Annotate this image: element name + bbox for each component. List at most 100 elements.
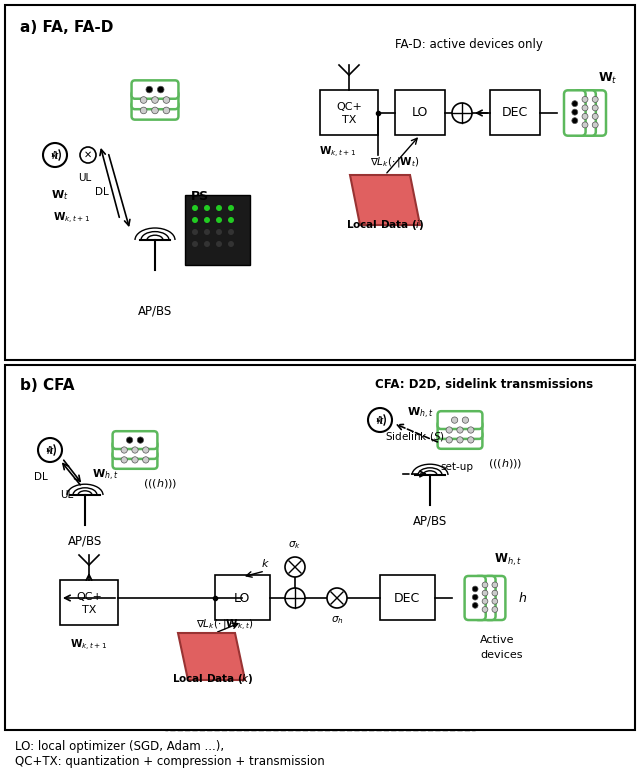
Bar (110, 180, 275, 320)
Text: UL: UL (78, 173, 92, 183)
Circle shape (592, 105, 598, 111)
Bar (60, 580, 118, 625)
Circle shape (472, 602, 478, 608)
FancyBboxPatch shape (564, 90, 586, 136)
Polygon shape (178, 633, 245, 680)
FancyBboxPatch shape (132, 91, 179, 109)
Text: $k$: $k$ (260, 557, 269, 569)
FancyBboxPatch shape (574, 90, 596, 136)
Circle shape (137, 437, 143, 443)
Circle shape (43, 143, 67, 167)
Bar (5, 5, 635, 360)
Circle shape (38, 438, 62, 462)
Text: $\nabla L_k(\cdot\,|\mathbf{W}_t)$: $\nabla L_k(\cdot\,|\mathbf{W}_t)$ (370, 155, 420, 169)
Text: $\mathbf{W}_{k,t+1}$: $\mathbf{W}_{k,t+1}$ (53, 210, 91, 226)
Circle shape (462, 417, 468, 423)
Text: QC+: QC+ (76, 592, 102, 602)
Polygon shape (350, 175, 420, 225)
Circle shape (492, 598, 498, 604)
Bar (5, 365, 635, 730)
Circle shape (368, 408, 392, 432)
Text: ✕: ✕ (84, 150, 92, 160)
Circle shape (285, 557, 305, 577)
Text: AP/BS: AP/BS (138, 305, 172, 318)
Circle shape (204, 241, 210, 247)
Circle shape (152, 96, 158, 103)
Circle shape (140, 96, 147, 103)
Circle shape (132, 447, 138, 453)
Text: Sidelink ($S$): Sidelink ($S$) (385, 430, 445, 443)
Circle shape (482, 591, 488, 596)
Circle shape (192, 217, 198, 223)
FancyBboxPatch shape (132, 101, 179, 120)
Circle shape (482, 582, 488, 588)
Circle shape (482, 598, 488, 604)
Circle shape (204, 229, 210, 235)
FancyBboxPatch shape (484, 576, 506, 620)
Circle shape (472, 586, 478, 592)
Text: LO: LO (412, 106, 428, 120)
Text: $\mathbf{W}_{h,t}$: $\mathbf{W}_{h,t}$ (494, 552, 522, 568)
Circle shape (192, 205, 198, 211)
Circle shape (157, 86, 164, 93)
Circle shape (446, 427, 452, 433)
Circle shape (228, 229, 234, 235)
Circle shape (121, 456, 127, 463)
Text: LO: LO (234, 591, 250, 604)
Text: $\nabla L_k(\cdot\,|\mathbf{W}_{k,t})$: $\nabla L_k(\cdot\,|\mathbf{W}_{k,t})$ (196, 618, 253, 632)
Text: $\mathbf{W}_{k,t+1}$: $\mathbf{W}_{k,t+1}$ (70, 638, 108, 653)
Bar (320, 90, 378, 135)
Circle shape (582, 113, 588, 120)
Text: $\sigma_h$: $\sigma_h$ (331, 614, 343, 626)
Text: Local Data ($k$): Local Data ($k$) (172, 672, 254, 686)
Text: DEC: DEC (394, 591, 420, 604)
Circle shape (472, 594, 478, 600)
Text: QC+TX: quantization + compression + transmission: QC+TX: quantization + compression + tran… (15, 755, 324, 768)
Circle shape (163, 107, 170, 114)
Circle shape (228, 217, 234, 223)
Bar (395, 90, 445, 135)
Text: PS: PS (191, 190, 209, 203)
Circle shape (80, 147, 96, 163)
Circle shape (452, 103, 472, 123)
Text: $k$: $k$ (376, 414, 385, 426)
Bar (165, 545, 475, 730)
Circle shape (582, 105, 588, 111)
Circle shape (446, 436, 452, 443)
Circle shape (152, 107, 158, 114)
Bar (215, 575, 270, 620)
Text: a) FA, FA-D: a) FA, FA-D (20, 20, 113, 35)
FancyBboxPatch shape (438, 421, 483, 439)
Text: UL: UL (60, 490, 73, 500)
FancyBboxPatch shape (113, 451, 157, 469)
Text: DEC: DEC (502, 106, 528, 120)
Circle shape (216, 205, 222, 211)
Bar (335, 58, 550, 253)
Circle shape (457, 436, 463, 443)
Text: DL: DL (95, 187, 109, 197)
Text: ((($h$))): ((($h$))) (488, 456, 522, 470)
Text: ((($h$))): ((($h$))) (143, 476, 177, 490)
Circle shape (132, 456, 138, 463)
Circle shape (492, 607, 498, 612)
Text: $\mathbf{W}_{h,t}$: $\mathbf{W}_{h,t}$ (406, 406, 433, 420)
FancyBboxPatch shape (465, 576, 486, 620)
Text: $\mathbf{W}_{h,t}$: $\mathbf{W}_{h,t}$ (92, 467, 118, 483)
Circle shape (327, 588, 347, 608)
Circle shape (285, 588, 305, 608)
Circle shape (192, 229, 198, 235)
Circle shape (592, 122, 598, 128)
Text: AP/BS: AP/BS (68, 535, 102, 548)
Text: $k$: $k$ (51, 149, 60, 161)
Text: AP/BS: AP/BS (413, 515, 447, 528)
Circle shape (572, 101, 578, 106)
Text: $k$: $k$ (45, 444, 54, 456)
Text: FA-D: active devices only: FA-D: active devices only (395, 38, 543, 51)
Circle shape (163, 96, 170, 103)
Text: DL: DL (35, 472, 48, 482)
FancyBboxPatch shape (132, 80, 179, 99)
Circle shape (468, 427, 474, 433)
FancyBboxPatch shape (474, 576, 495, 620)
Text: Active: Active (480, 635, 515, 645)
FancyBboxPatch shape (438, 411, 483, 429)
